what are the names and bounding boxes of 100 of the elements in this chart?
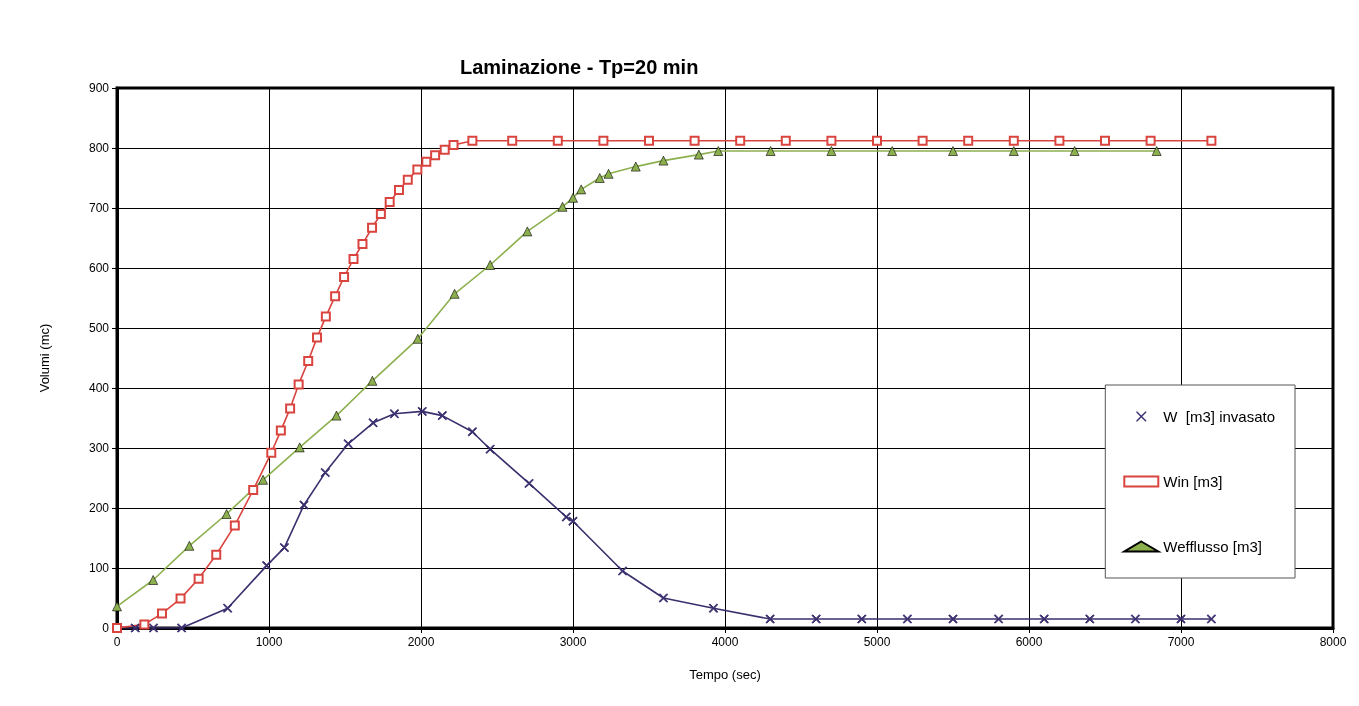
point	[375, 209, 386, 219]
point	[312, 332, 323, 343]
y-tick-label: 300	[88, 441, 110, 455]
y-tick-label: 200	[88, 501, 110, 515]
point	[963, 135, 974, 146]
point	[826, 135, 837, 146]
point	[1085, 614, 1095, 624]
point	[417, 406, 427, 416]
y-tick-label: 800	[88, 141, 110, 155]
point	[1206, 614, 1216, 624]
point	[594, 173, 605, 183]
point	[130, 623, 140, 633]
point	[413, 334, 423, 344]
point	[437, 411, 447, 421]
point	[320, 311, 331, 322]
y-tick-label: 500	[88, 321, 110, 335]
point	[184, 541, 195, 551]
point	[568, 516, 578, 526]
point	[857, 614, 867, 624]
point	[1069, 146, 1080, 156]
point	[708, 603, 718, 613]
point	[303, 356, 314, 366]
point	[552, 135, 563, 146]
point	[1009, 146, 1019, 156]
point	[485, 444, 495, 454]
point	[367, 376, 378, 386]
point	[735, 135, 746, 146]
point	[368, 418, 378, 428]
y-tick-label: 600	[88, 261, 110, 275]
point	[211, 549, 222, 560]
point	[630, 161, 641, 172]
point	[485, 260, 495, 270]
point	[1039, 614, 1049, 624]
point	[948, 614, 958, 624]
point	[262, 561, 272, 571]
legend-label: W [m3] invasato	[1163, 408, 1275, 425]
y-tick-label: 0	[102, 621, 110, 635]
x-tick-label: 1000	[255, 635, 283, 649]
point	[223, 603, 233, 613]
point	[576, 184, 587, 195]
point	[1151, 146, 1162, 156]
point	[765, 146, 776, 156]
legend-label: Wefflusso [m3]	[1163, 538, 1262, 555]
point	[139, 619, 150, 630]
point	[221, 509, 232, 519]
point	[826, 146, 837, 156]
point	[248, 485, 259, 495]
y-tick-label: 400	[88, 381, 110, 395]
point	[1176, 614, 1186, 624]
point	[917, 135, 928, 146]
point	[507, 135, 518, 146]
point	[156, 608, 167, 619]
point	[658, 155, 669, 166]
point	[618, 566, 628, 576]
point	[467, 135, 478, 146]
point	[1130, 614, 1140, 624]
point	[275, 425, 286, 436]
point	[348, 254, 359, 264]
point	[780, 135, 791, 146]
point	[994, 614, 1004, 624]
point	[229, 520, 240, 531]
y-tick-label: 100	[88, 561, 110, 575]
point	[339, 272, 350, 282]
point	[948, 146, 958, 156]
y-tick-label: 700	[88, 201, 110, 215]
point	[177, 623, 187, 633]
point	[887, 146, 897, 156]
point	[557, 202, 568, 212]
x-tick-label: 2000	[407, 635, 435, 649]
point	[279, 543, 289, 553]
point	[389, 409, 399, 419]
x-tick-label: 8000	[1319, 635, 1347, 649]
point	[402, 174, 413, 185]
point	[320, 468, 330, 478]
point	[439, 144, 450, 155]
point	[266, 447, 277, 458]
point	[343, 439, 353, 449]
x-tick-label: 4000	[711, 635, 739, 649]
point	[561, 512, 571, 522]
point	[902, 614, 912, 624]
point	[258, 475, 268, 485]
point	[713, 146, 724, 156]
point	[384, 197, 395, 207]
point	[1100, 135, 1110, 146]
point	[694, 149, 704, 160]
point	[603, 169, 614, 179]
x-tick-label: 7000	[1167, 635, 1195, 649]
point	[522, 226, 533, 237]
point	[598, 135, 609, 146]
point	[448, 140, 459, 150]
x-tick-label: 3000	[559, 635, 587, 649]
y-tick-label: 900	[88, 81, 110, 95]
x-axis-title: Tempo (sec)	[689, 667, 761, 682]
point	[294, 442, 305, 453]
point	[148, 575, 158, 585]
point	[1206, 135, 1217, 146]
x-tick-label: 0	[113, 635, 121, 649]
point	[811, 614, 821, 624]
point	[1145, 135, 1156, 146]
point	[193, 573, 204, 584]
